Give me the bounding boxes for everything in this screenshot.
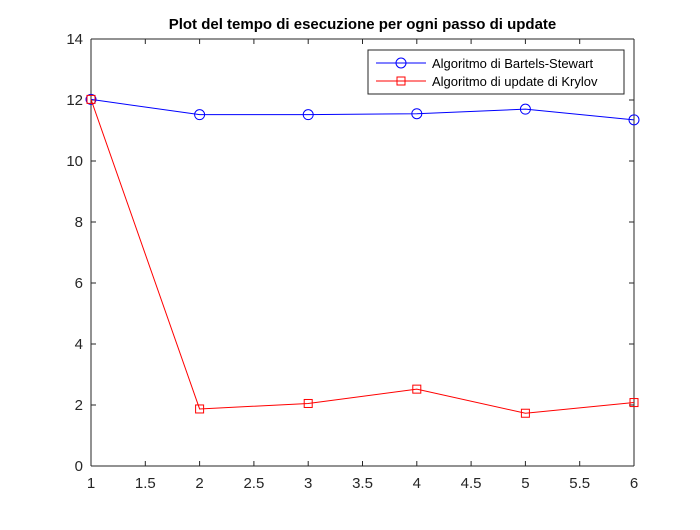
x-tick-label: 2.5 — [243, 475, 264, 492]
x-tick-label: 5 — [521, 475, 529, 492]
data-point — [303, 398, 313, 408]
data-point — [411, 108, 423, 120]
data-point — [412, 384, 422, 394]
y-tick-label: 0 — [75, 458, 83, 475]
x-tick-label: 4 — [413, 475, 421, 492]
series-line — [90, 98, 635, 121]
x-tick-label: 3 — [304, 475, 312, 492]
legend: Algoritmo di Bartels-Stewart Algoritmo di… — [367, 49, 625, 95]
data-point — [629, 398, 639, 408]
x-tick-label: 2 — [195, 475, 203, 492]
data-point — [628, 114, 640, 126]
series-2 — [86, 94, 639, 418]
legend-marker — [395, 57, 407, 69]
data-point — [85, 93, 97, 105]
data-point — [86, 94, 96, 104]
y-tick-label: 14 — [66, 31, 83, 48]
legend-label: Algoritmo di Bartels-Stewart — [432, 56, 593, 71]
series-1 — [85, 93, 640, 126]
y-tick-label: 2 — [75, 397, 83, 414]
x-tick-label: 1 — [87, 475, 95, 492]
y-tick-label: 4 — [75, 336, 83, 353]
legend-label: Algoritmo di update di Krylov — [432, 74, 598, 89]
y-tick-label: 12 — [66, 92, 83, 109]
axes-group: 1 1.5 2 2.5 3 3.5 4 4.5 5 5.5 6 0 2 4 6 8 10 12 14 — [66, 31, 638, 492]
legend-marker — [396, 76, 406, 86]
series-group — [85, 93, 640, 418]
x-tick-label: 4.5 — [461, 475, 482, 492]
series-line — [90, 99, 635, 414]
y-tick-label: 6 — [75, 275, 83, 292]
chart-title: Plot del tempo di esecuzione per ogni pa… — [169, 16, 557, 33]
data-point — [519, 103, 531, 115]
legend-box — [367, 49, 625, 95]
data-point — [302, 109, 314, 121]
data-point — [520, 408, 530, 418]
x-tick-label: 3.5 — [352, 475, 373, 492]
data-point — [195, 404, 205, 414]
y-tick-label: 8 — [75, 214, 83, 231]
x-tick-label: 1.5 — [135, 475, 156, 492]
y-tick-label: 10 — [66, 153, 83, 170]
x-tick-label: 6 — [630, 475, 638, 492]
x-tick-label: 5.5 — [569, 475, 590, 492]
plot-background — [91, 39, 634, 466]
data-point — [194, 109, 206, 121]
